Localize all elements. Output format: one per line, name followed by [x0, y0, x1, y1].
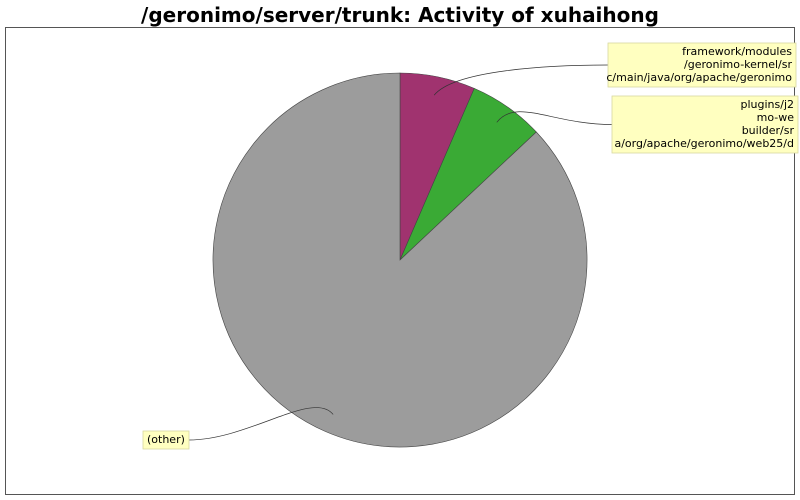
slice-label-1-line-0: plugins/j2	[740, 98, 794, 111]
slices-layer	[212, 72, 588, 448]
leader-line-2	[188, 407, 334, 441]
chart-title: /geronimo/server/trunk: Activity of xuha…	[141, 3, 659, 27]
slice-label-0-line-1: /geronimo-kernel/sr	[684, 58, 792, 71]
slice-label-0-line-0: framework/modules	[682, 45, 792, 58]
slice-label-box-1	[611, 95, 799, 154]
slice-label-2-line-0: (other)	[147, 433, 185, 446]
slice-label-0-line-2: c/main/java/org/apache/geronimo	[606, 71, 792, 84]
leader-line-0	[433, 64, 609, 96]
pie-slice-2	[212, 72, 588, 448]
slice-label-box-2	[142, 430, 190, 450]
labels-layer: framework/modules/geronimo-kernel/src/ma…	[142, 42, 799, 450]
slice-label-1-line-1: mo-we	[757, 111, 795, 124]
leader-line-1	[496, 111, 613, 125]
slice-label-box-0	[607, 42, 797, 88]
slice-label-1-line-3: a/org/apache/geronimo/web25/d	[614, 137, 794, 150]
leaders-layer	[188, 64, 613, 441]
slice-label-1-line-2: builder/sr	[742, 124, 795, 137]
